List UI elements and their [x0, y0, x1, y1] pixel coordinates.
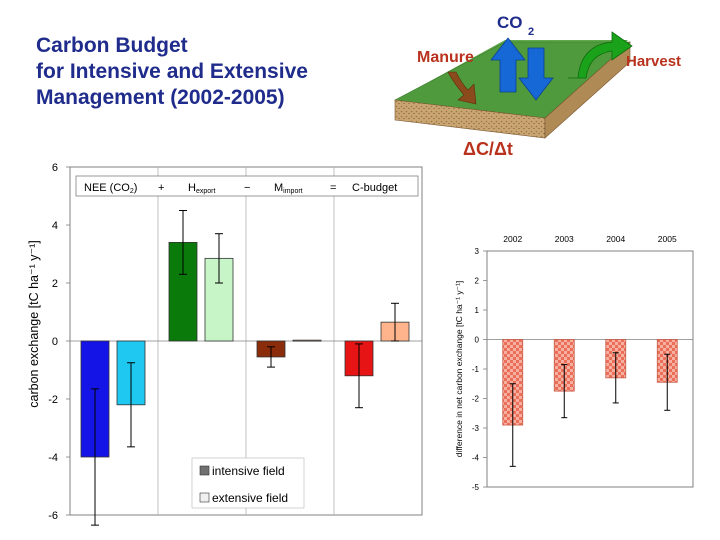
right-x-label: 2002 — [503, 234, 522, 244]
left-chart: -6 -4 -2 0 2 4 6 carbon exchange [tC ha⁻¹ y⁻¹]… — [27, 162, 423, 526]
left-y-tick-label: 4 — [52, 220, 58, 232]
right-y-tick-label: 2 — [475, 277, 480, 286]
bar-extensive — [292, 339, 322, 342]
co2-uptake-arrow-up — [490, 37, 526, 93]
left-y-tick-label: 2 — [52, 278, 58, 290]
legend-intensive-label: intensive field — [212, 464, 285, 478]
left-y-tick-label: 0 — [52, 336, 58, 348]
bottom-legend-box — [191, 457, 305, 509]
left-y-tick-label: -2 — [48, 394, 58, 406]
delta-c-label: ΔC/Δt — [463, 139, 513, 159]
field-diagram: CO 2 Manure Harvest ΔC/Δt — [394, 13, 681, 159]
top-legend-box — [75, 175, 419, 197]
co2-label: CO — [497, 13, 523, 32]
title-line-1: Carbon Budget — [36, 34, 188, 57]
right-x-label: 2005 — [658, 234, 677, 244]
page-title: Carbon Budget for Intensive and Extensiv… — [36, 33, 376, 111]
right-y-tick-label: 3 — [475, 247, 480, 256]
right-y-tick-label: -5 — [472, 483, 480, 492]
right-y-tick-label: 0 — [475, 336, 480, 345]
manure-label: Manure — [417, 49, 474, 66]
legend-nee: NEE (CO2) — [84, 182, 137, 195]
right-bars — [502, 339, 678, 467]
right-y-tick-label: -4 — [472, 454, 480, 463]
left-y-tick-label: -6 — [48, 510, 58, 522]
legend-swatch-extensive — [199, 492, 210, 503]
field-soil-side — [544, 41, 631, 139]
harvest-label: Harvest — [626, 53, 681, 70]
legend-cbudget: C-budget — [352, 182, 397, 194]
legend-plus: + — [158, 182, 164, 194]
harvest-arrow — [568, 31, 633, 79]
right-y-tick-label: -3 — [472, 424, 480, 433]
right-y-axis-label: difference in net carbon exchange [tC ha… — [454, 281, 464, 458]
right-y-tick-label: -1 — [472, 365, 480, 374]
manure-arrow — [447, 71, 477, 105]
legend-extensive-label: extensive field — [212, 491, 288, 505]
right-y-tick-label: 1 — [475, 306, 480, 315]
right-x-label: 2004 — [606, 234, 625, 244]
right-y-ticks: -5 -4 -3 -2 -1 0 1 2 3 — [472, 247, 487, 492]
legend-swatch-intensive — [199, 465, 210, 476]
co2-subscript: 2 — [528, 26, 534, 38]
legend-minus: − — [244, 182, 250, 194]
right-y-tick-label: -2 — [472, 395, 480, 404]
right-x-label: 2003 — [555, 234, 574, 244]
right-x-labels: 2002 2003 2004 2005 — [503, 234, 677, 244]
left-y-tick-label: -4 — [48, 452, 58, 464]
left-bars — [80, 210, 410, 526]
legend-hexport: Hexport — [188, 182, 215, 195]
left-y-axis-label: carbon exchange [tC ha⁻¹ y⁻¹] — [27, 240, 41, 407]
legend-mimport: Mimport — [274, 182, 303, 195]
legend-equals: = — [330, 182, 336, 194]
left-y-ticks: -6 -4 -2 0 2 4 6 — [48, 162, 70, 522]
co2-release-arrow-down — [518, 47, 554, 101]
left-y-tick-label: 6 — [52, 162, 58, 174]
right-chart: -5 -4 -3 -2 -1 0 1 2 3 2002 2003 2004 2005 differen… — [454, 234, 694, 492]
title-line-2: for Intensive and Extensive — [36, 60, 308, 83]
title-line-3: Management (2002-2005) — [36, 86, 285, 109]
